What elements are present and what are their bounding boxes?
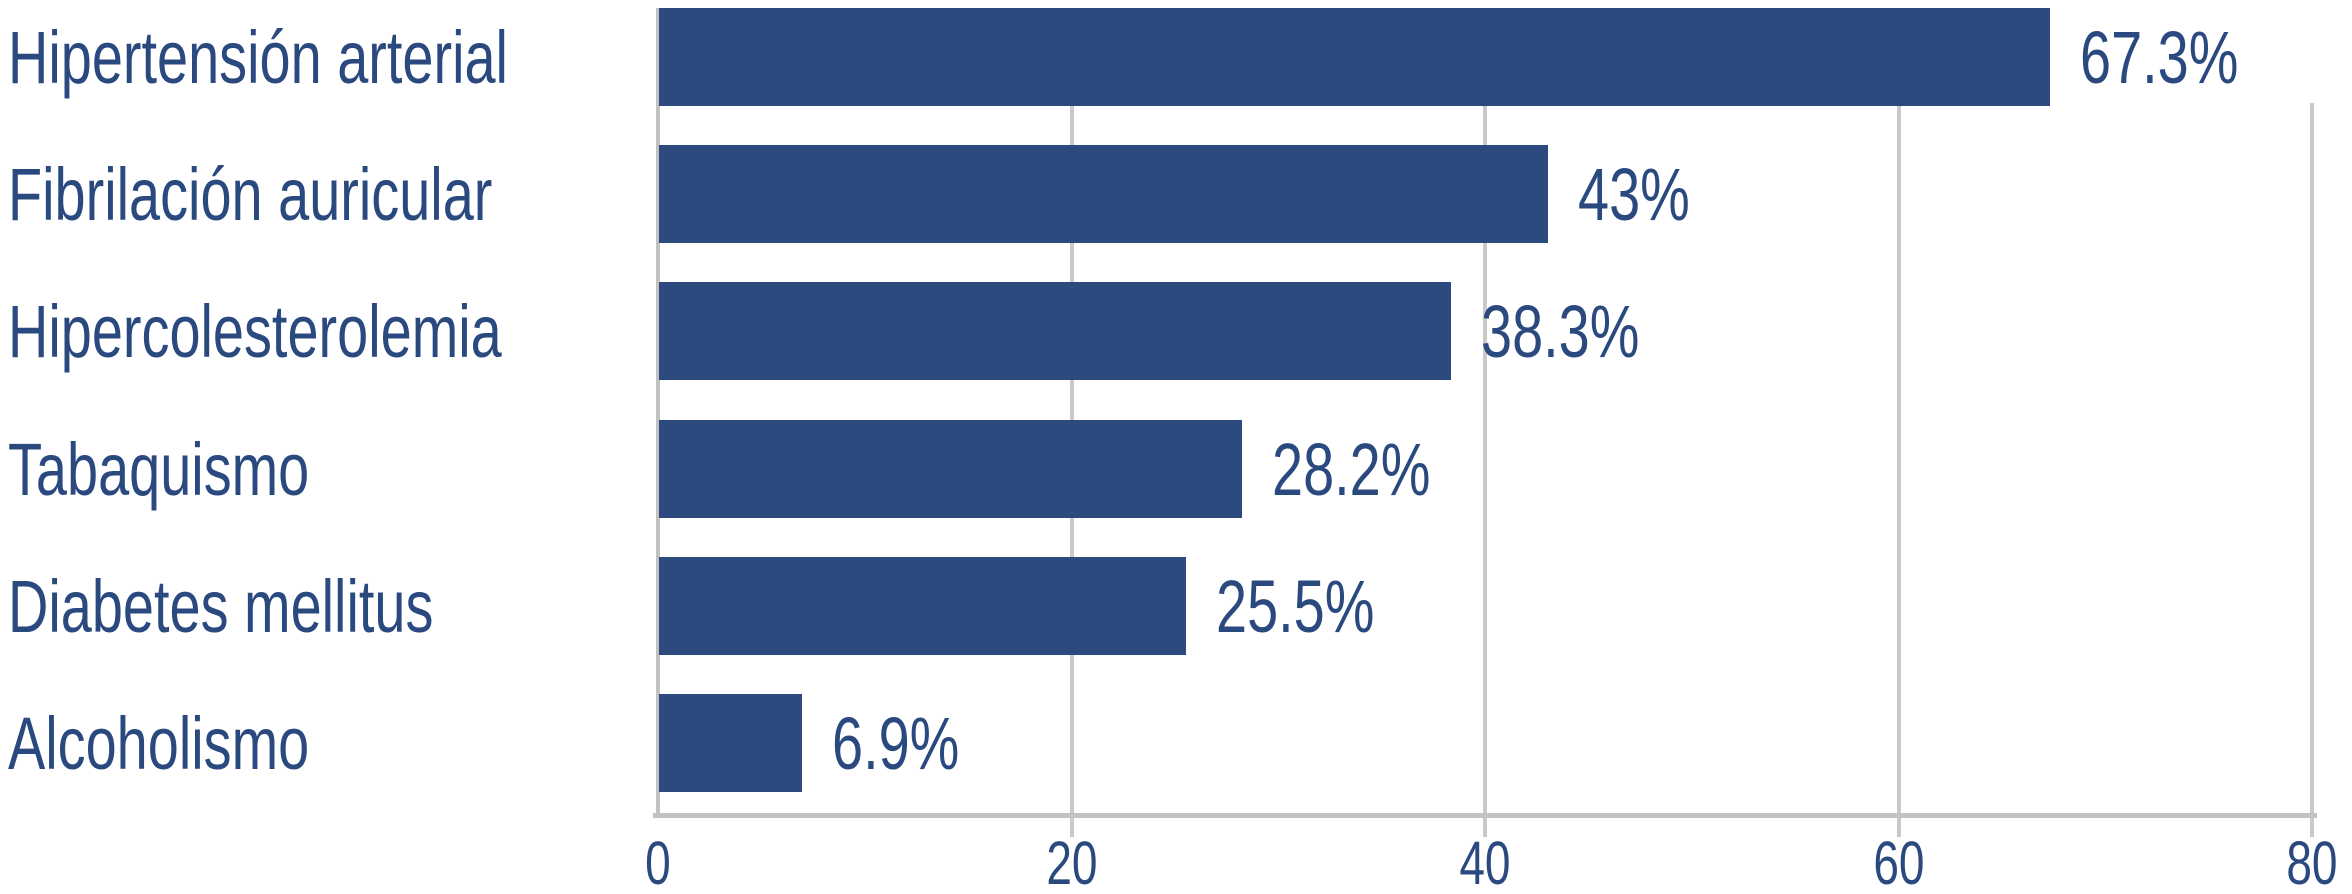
value-label: 38.3% xyxy=(1481,282,1691,380)
x-gridline xyxy=(1896,103,1901,837)
value-label: 43% xyxy=(1578,145,1726,243)
bar xyxy=(659,145,1548,243)
value-label-text: 25.5% xyxy=(1216,564,1375,648)
category-label-text: Alcoholismo xyxy=(8,701,310,785)
x-axis-line xyxy=(653,813,2317,818)
value-label-text: 38.3% xyxy=(1481,289,1640,373)
x-tick-label: 40 xyxy=(1365,823,1605,894)
category-label: Fibrilación auricular xyxy=(8,145,650,243)
value-label-text: 6.9% xyxy=(832,701,960,785)
value-label-text: 67.3% xyxy=(2080,15,2239,99)
x-tick-label-text: 20 xyxy=(1045,829,1098,894)
category-label: Diabetes mellitus xyxy=(8,557,571,655)
category-label-text: Fibrilación auricular xyxy=(8,152,493,236)
category-label: Hipertensión arterial xyxy=(8,8,670,106)
x-gridline xyxy=(2310,103,2314,837)
category-label: Tabaquismo xyxy=(8,420,407,518)
x-tick-label-text: 80 xyxy=(2286,829,2338,894)
category-label-text: Diabetes mellitus xyxy=(8,564,434,648)
bar xyxy=(659,282,1451,380)
x-tick-label: 60 xyxy=(1779,823,2019,894)
bar xyxy=(659,557,1186,655)
bar xyxy=(659,420,1242,518)
category-label: Hipercolesterolemia xyxy=(8,282,662,380)
value-label: 28.2% xyxy=(1272,420,1482,518)
category-label-text: Hipertensión arterial xyxy=(8,15,508,99)
category-label: Alcoholismo xyxy=(8,694,407,792)
x-tick-label: 0 xyxy=(538,823,778,894)
value-label: 6.9% xyxy=(832,694,1001,792)
x-tick-label: 20 xyxy=(952,823,1192,894)
category-label-text: Hipercolesterolemia xyxy=(8,289,502,373)
value-label: 25.5% xyxy=(1216,557,1426,655)
bar xyxy=(659,8,2050,106)
value-label: 67.3% xyxy=(2080,8,2290,106)
category-label-text: Tabaquismo xyxy=(8,427,310,511)
x-tick-label-text: 40 xyxy=(1459,829,1511,894)
value-label-text: 28.2% xyxy=(1272,427,1431,511)
x-tick-label: 80 xyxy=(2192,823,2352,894)
x-tick-label-text: 0 xyxy=(645,829,671,894)
y-axis-line xyxy=(656,8,660,815)
value-label-text: 43% xyxy=(1578,152,1690,236)
x-tick-label-text: 60 xyxy=(1872,829,1925,894)
bar xyxy=(659,694,802,792)
x-gridline xyxy=(1483,103,1487,837)
